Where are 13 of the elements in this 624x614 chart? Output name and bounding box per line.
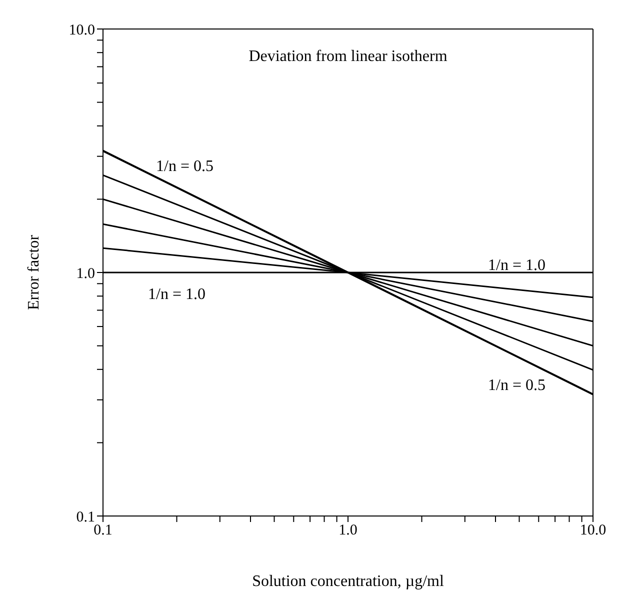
text: Deviation from linear isotherm (248, 48, 448, 66)
annotation: 1/n = 1.0 (148, 286, 206, 304)
annotation: 1/n = 0.5 (156, 158, 214, 176)
x-tick-label: 0.1 (94, 522, 112, 539)
x-axis-title: Solution concentration, µg/ml (252, 573, 444, 590)
annotation: 1/n = 1.0 (488, 257, 546, 275)
y-axis-title: Error factor (26, 234, 43, 310)
y-tick-label: 10.0 (68, 22, 95, 38)
y-tick-label: 1.0 (76, 266, 95, 282)
annotation: 1/n = 0.5 (488, 377, 546, 395)
y-tick-label: 0.1 (76, 509, 95, 526)
x-tick-label: 1.0 (338, 522, 358, 539)
x-tick-label: 10.0 (580, 522, 606, 539)
